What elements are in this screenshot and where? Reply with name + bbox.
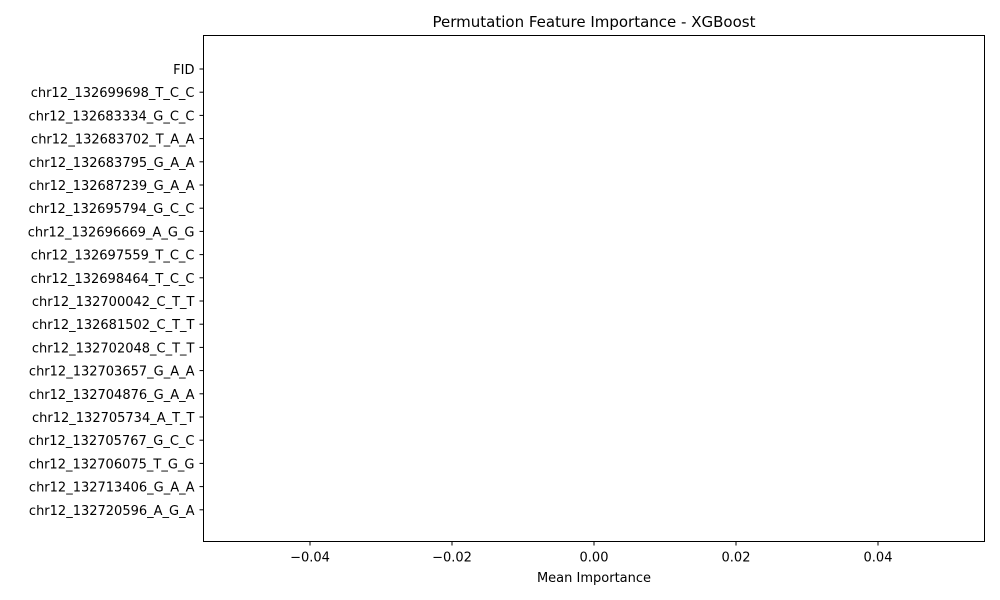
y-tick-label: chr12_132704876_G_A_A (29, 388, 195, 403)
x-axis-label: Mean Importance (537, 571, 651, 586)
x-tick-label: −0.02 (432, 551, 472, 566)
x-axis: −0.04 −0.02 0.00 0.02 0.04 (290, 541, 893, 566)
x-tick-label: 0.00 (580, 551, 609, 566)
y-tick-label: chr12_132695794_G_C_C (29, 202, 195, 217)
y-tick-label: chr12_132713406_G_A_A (29, 481, 195, 496)
y-tick-label: chr12_132705734_A_T_T (32, 411, 195, 426)
y-tick-label: chr12_132697559_T_C_C (31, 249, 195, 264)
y-tick-label: chr12_132699698_T_C_C (31, 86, 195, 101)
y-axis: FID chr12_132699698_T_C_C chr12_132683334_… (28, 63, 204, 519)
y-tick-label: chr12_132700042_C_T_T (32, 295, 195, 310)
x-tick-label: 0.02 (722, 551, 751, 566)
y-tick-label: chr12_132720596_A_G_A (29, 504, 195, 519)
y-tick-label: chr12_132696669_A_G_G (28, 225, 195, 240)
y-tick-label: chr12_132681502_C_T_T (32, 318, 195, 333)
x-tick-label: −0.04 (290, 551, 330, 566)
x-tick-label: 0.04 (864, 551, 893, 566)
y-tick-label: chr12_132687239_G_A_A (29, 179, 195, 194)
y-tick-label: chr12_132702048_C_T_T (32, 341, 195, 356)
y-tick-label: chr12_132683334_G_C_C (29, 109, 195, 124)
y-tick-label: chr12_132703657_G_A_A (29, 365, 195, 380)
y-tick-label: chr12_132705767_G_C_C (29, 434, 195, 449)
plot-area-frame (203, 35, 985, 542)
y-tick-label: chr12_132698464_T_C_C (31, 272, 195, 287)
chart-title: Permutation Feature Importance - XGBoost (433, 13, 756, 31)
y-tick-label: FID (173, 63, 194, 78)
y-tick-label: chr12_132683702_T_A_A (31, 133, 195, 148)
y-tick-label: chr12_132683795_G_A_A (29, 156, 195, 171)
y-tick-label: chr12_132706075_T_G_G (29, 457, 195, 472)
